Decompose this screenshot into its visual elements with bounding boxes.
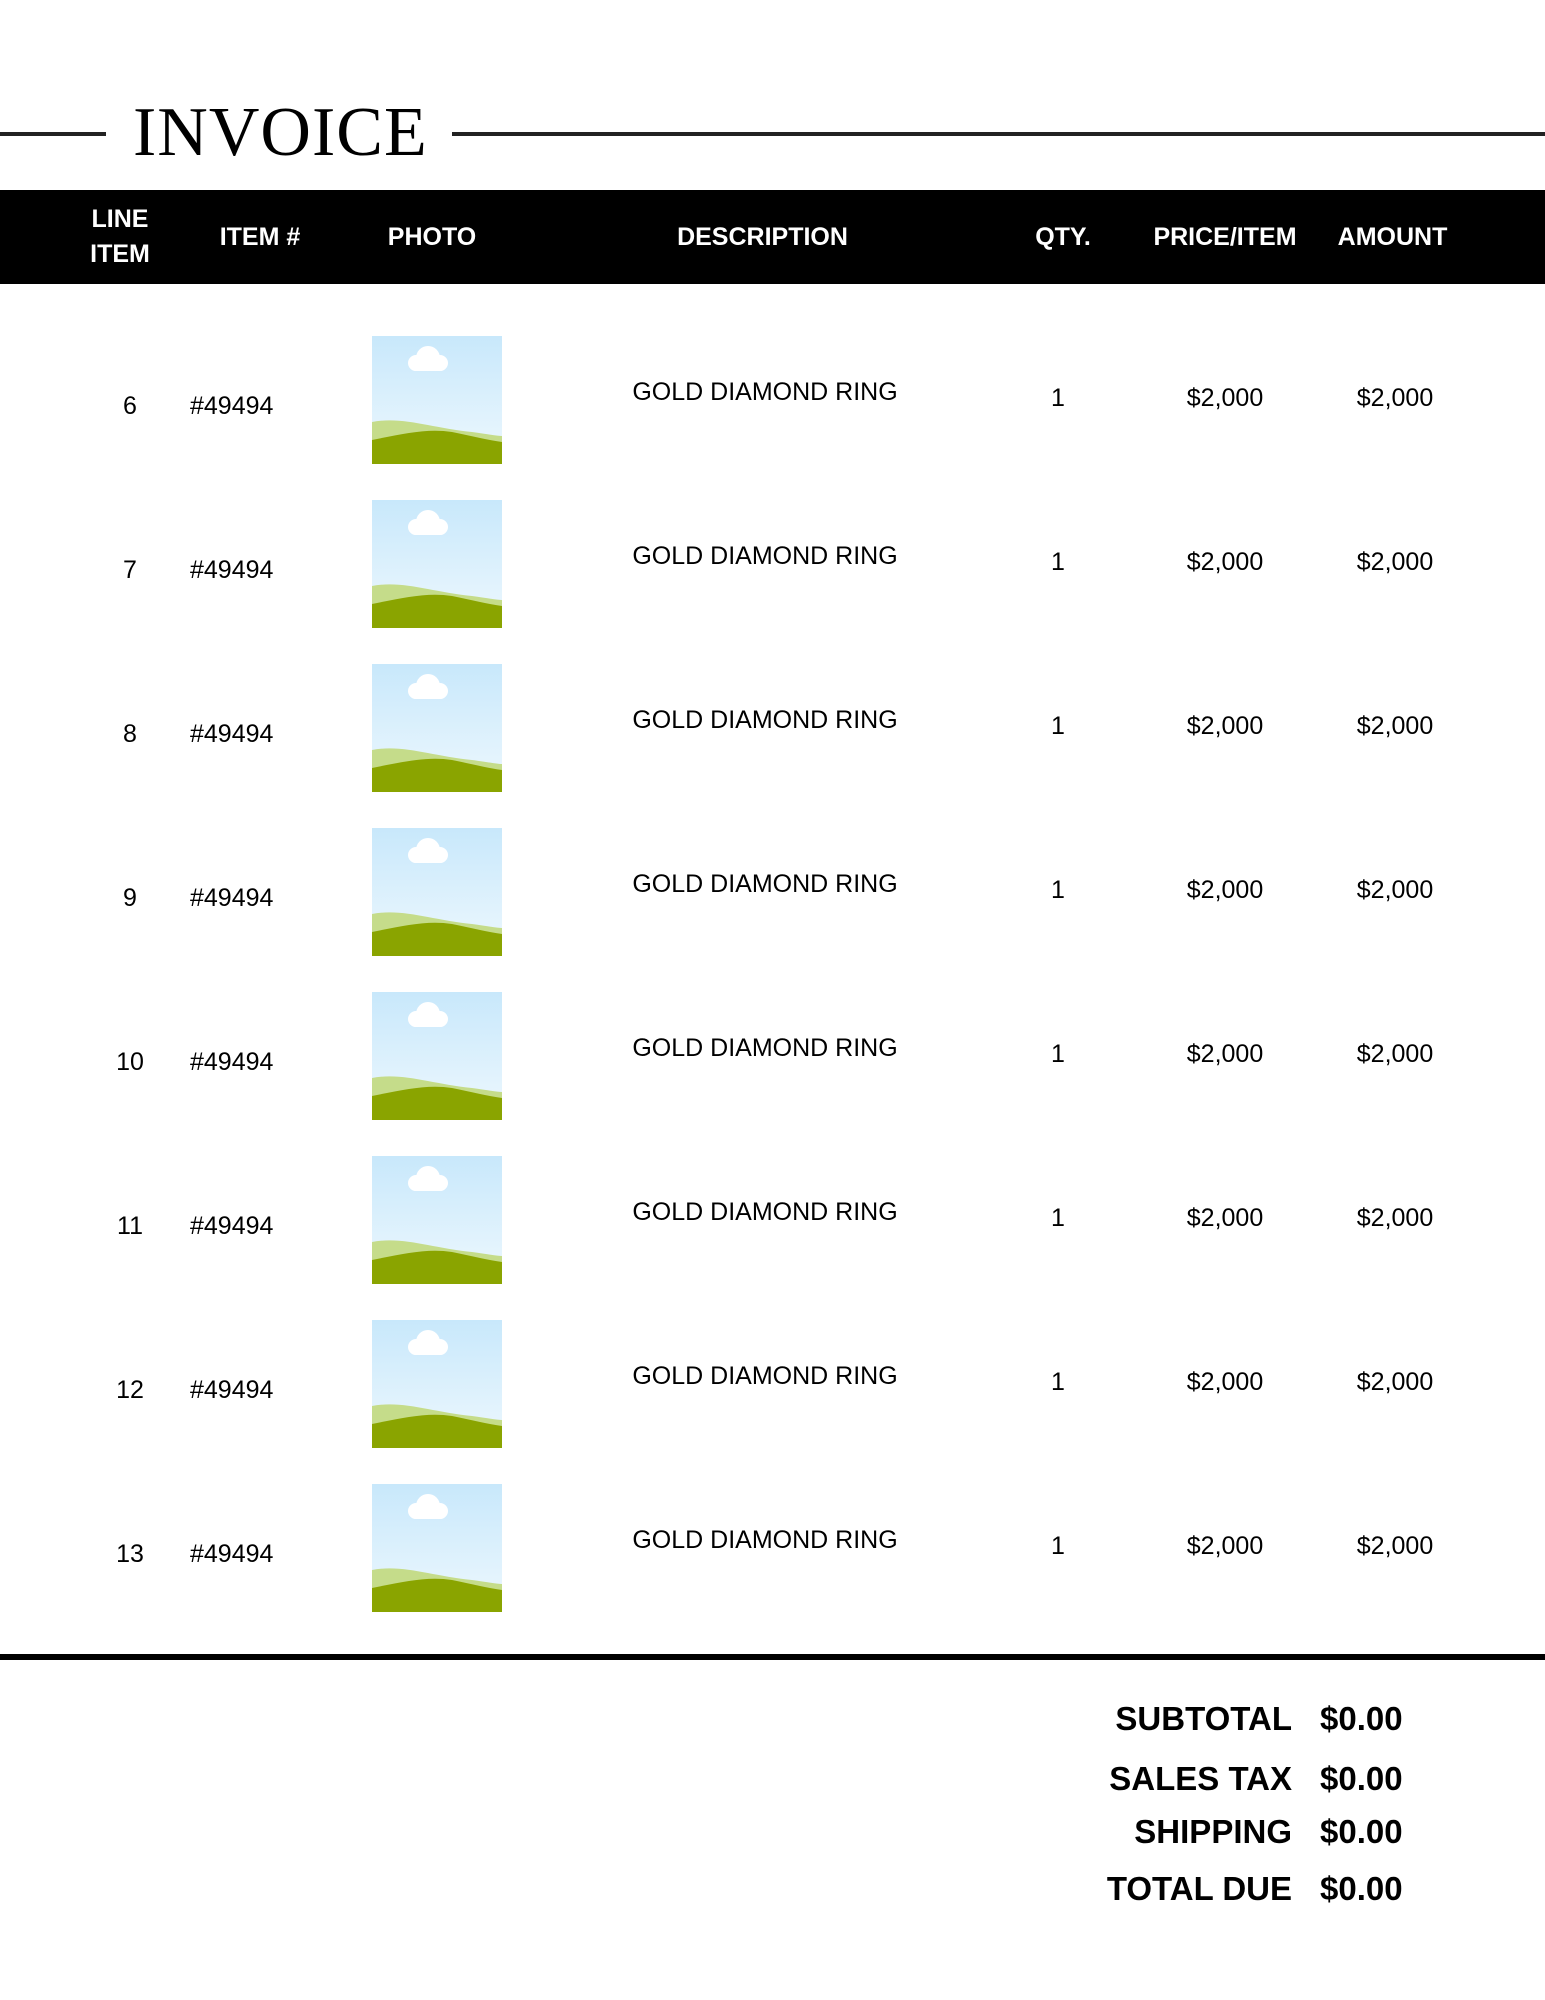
line-item-cell: 10 [116, 1048, 144, 1076]
amount-cell: $2,000 [1356, 1368, 1434, 1396]
table-row: 9 #49494 GOLD DIAMOND RING 1 $2,000 $2,0… [0, 776, 1545, 956]
qty-cell: 1 [1051, 384, 1065, 412]
table-row: 13 #49494 GOLD DIAMOND RING 1 $2,000 $2,… [0, 1432, 1545, 1612]
table-row: 12 #49494 GOLD DIAMOND RING 1 $2,000 $2,… [0, 1268, 1545, 1448]
amount-cell: $2,000 [1356, 1040, 1434, 1068]
description-cell: GOLD DIAMOND RING [632, 706, 898, 734]
totals-divider [0, 1654, 1545, 1660]
description-cell: GOLD DIAMOND RING [632, 1526, 898, 1554]
col-photo: PHOTO [387, 222, 477, 251]
shipping-value: $0.00 [1320, 1813, 1403, 1850]
qty-cell: 1 [1051, 1204, 1065, 1232]
amount-cell: $2,000 [1356, 384, 1434, 412]
price-cell: $2,000 [1186, 1040, 1264, 1068]
item-number-cell: #49494 [190, 1048, 274, 1076]
table-header: LINE ITEM ITEM # PHOTO DESCRIPTION QTY. … [0, 190, 1545, 284]
title-row: INVOICE [0, 88, 1545, 178]
qty-cell: 1 [1051, 876, 1065, 904]
col-amount: AMOUNT [1337, 222, 1448, 251]
line-item-cell: 7 [123, 556, 137, 584]
total-due-value: $0.00 [1320, 1870, 1403, 1907]
line-item-cell: 6 [123, 392, 137, 420]
image-placeholder-icon [372, 1320, 502, 1448]
description-cell: GOLD DIAMOND RING [632, 378, 898, 406]
title-rule-left [0, 132, 106, 136]
shipping-label: SHIPPING [1134, 1813, 1292, 1850]
price-cell: $2,000 [1186, 384, 1264, 412]
item-number-cell: #49494 [190, 392, 274, 420]
amount-cell: $2,000 [1356, 548, 1434, 576]
invoice-title: INVOICE [133, 94, 428, 171]
image-placeholder-icon [372, 336, 502, 464]
table-row: 6 #49494 GOLD DIAMOND RING 1 $2,000 $2,0… [0, 284, 1545, 464]
description-cell: GOLD DIAMOND RING [632, 1034, 898, 1062]
image-placeholder-icon [372, 664, 502, 792]
qty-cell: 1 [1051, 1040, 1065, 1068]
shipping-row: SHIPPING $0.00 [1000, 1813, 1545, 1863]
total-due-label: TOTAL DUE [1106, 1870, 1292, 1907]
col-line-item: LINE ITEM [90, 205, 150, 268]
qty-cell: 1 [1051, 1532, 1065, 1560]
amount-cell: $2,000 [1356, 876, 1434, 904]
qty-cell: 1 [1051, 712, 1065, 740]
line-item-cell: 12 [116, 1376, 144, 1404]
qty-cell: 1 [1051, 1368, 1065, 1396]
price-cell: $2,000 [1186, 1368, 1264, 1396]
sales-tax-value: $0.00 [1320, 1760, 1403, 1797]
col-description: DESCRIPTION [677, 222, 848, 251]
image-placeholder-icon [372, 1484, 502, 1612]
subtotal-row: SUBTOTAL $0.00 [1000, 1700, 1545, 1750]
description-cell: GOLD DIAMOND RING [632, 542, 898, 570]
item-number-cell: #49494 [190, 1376, 274, 1404]
item-number-cell: #49494 [190, 884, 274, 912]
item-number-cell: #49494 [190, 556, 274, 584]
line-item-cell: 13 [116, 1540, 144, 1568]
line-item-cell: 8 [123, 720, 137, 748]
subtotal-label: SUBTOTAL [1115, 1700, 1292, 1737]
amount-cell: $2,000 [1356, 1204, 1434, 1232]
image-placeholder-icon [372, 1156, 502, 1284]
line-item-cell: 11 [117, 1212, 143, 1240]
table-row: 11 #49494 GOLD DIAMOND RING 1 $2,000 $2,… [0, 1104, 1545, 1284]
col-price-per-item: PRICE/ITEM [1153, 222, 1297, 251]
total-due-row: TOTAL DUE $0.00 [1000, 1870, 1545, 1920]
price-cell: $2,000 [1186, 548, 1264, 576]
sales-tax-row: SALES TAX $0.00 [1000, 1760, 1545, 1810]
description-cell: GOLD DIAMOND RING [632, 1362, 898, 1390]
col-qty: QTY. [1035, 222, 1091, 251]
item-number-cell: #49494 [190, 1540, 274, 1568]
price-cell: $2,000 [1186, 712, 1264, 740]
amount-cell: $2,000 [1356, 1532, 1434, 1560]
qty-cell: 1 [1051, 548, 1065, 576]
item-number-cell: #49494 [190, 720, 274, 748]
description-cell: GOLD DIAMOND RING [632, 1198, 898, 1226]
table-row: 8 #49494 GOLD DIAMOND RING 1 $2,000 $2,0… [0, 612, 1545, 792]
sales-tax-label: SALES TAX [1109, 1760, 1292, 1797]
price-cell: $2,000 [1186, 1204, 1264, 1232]
col-item-number: ITEM # [219, 222, 301, 251]
image-placeholder-icon [372, 992, 502, 1120]
table-row: 10 #49494 GOLD DIAMOND RING 1 $2,000 $2,… [0, 940, 1545, 1120]
subtotal-value: $0.00 [1320, 1700, 1403, 1737]
image-placeholder-icon [372, 828, 502, 956]
title-rule-right [452, 132, 1545, 136]
item-number-cell: #49494 [190, 1212, 274, 1240]
price-cell: $2,000 [1186, 876, 1264, 904]
price-cell: $2,000 [1186, 1532, 1264, 1560]
amount-cell: $2,000 [1356, 712, 1434, 740]
image-placeholder-icon [372, 500, 502, 628]
line-item-cell: 9 [123, 884, 137, 912]
description-cell: GOLD DIAMOND RING [632, 870, 898, 898]
table-row: 7 #49494 GOLD DIAMOND RING 1 $2,000 $2,0… [0, 448, 1545, 628]
